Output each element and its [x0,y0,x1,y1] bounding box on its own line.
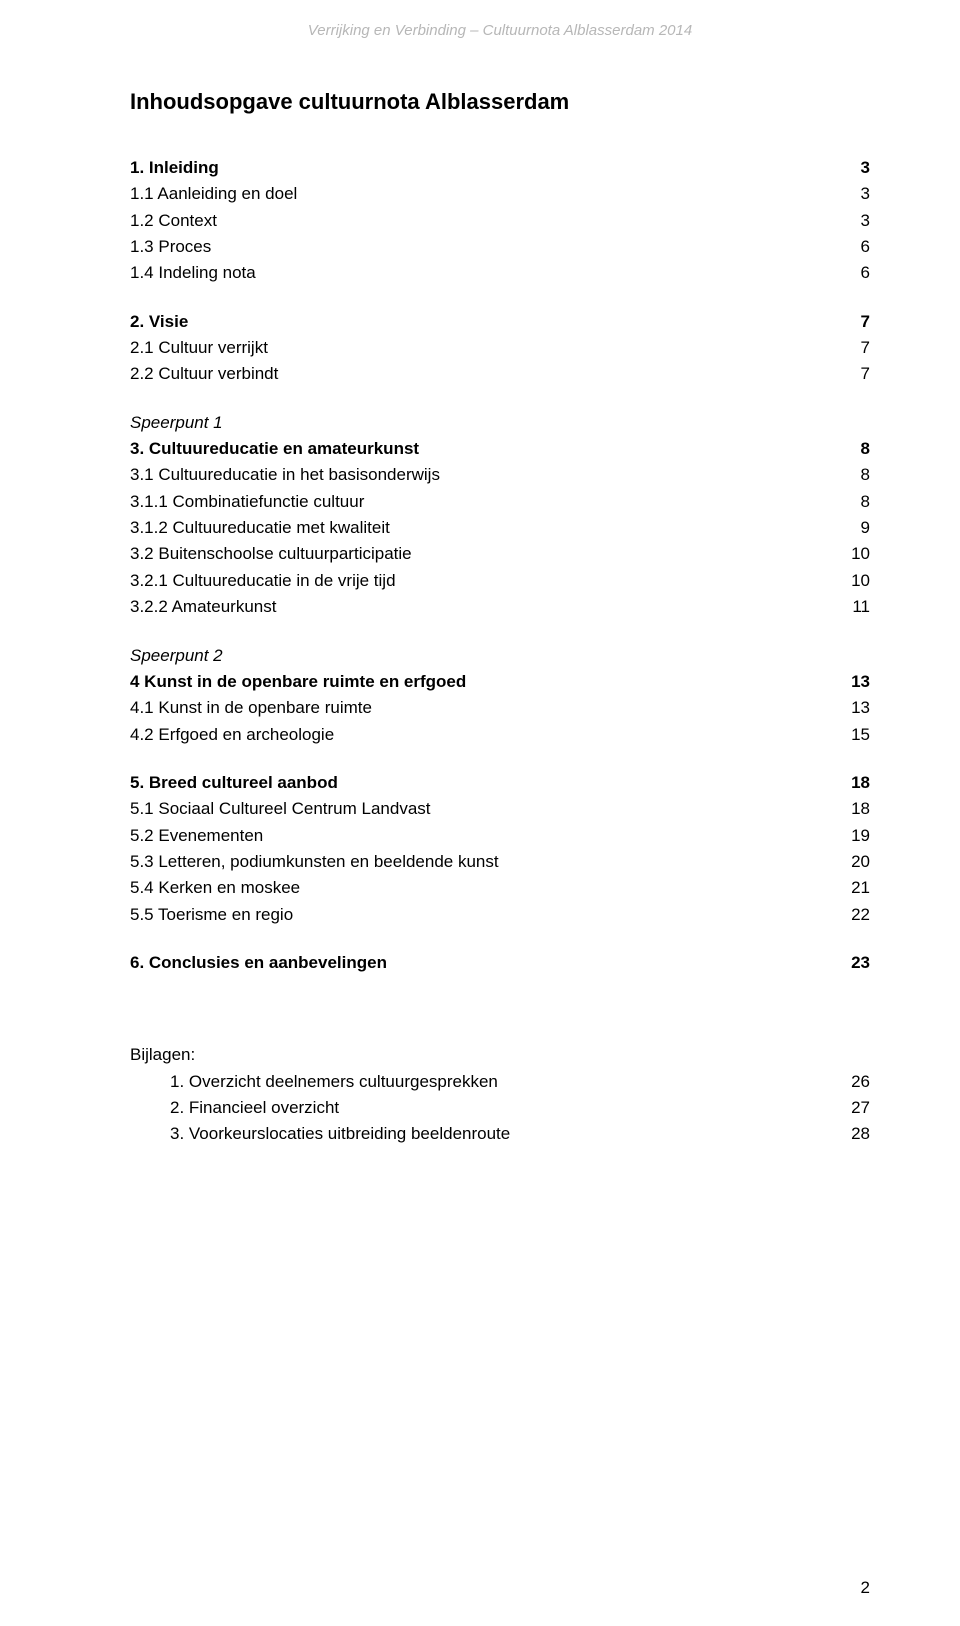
toc-row: 4.2 Erfgoed en archeologie 15 [130,722,870,748]
toc-page: 11 [830,594,870,620]
page-number: 2 [861,1578,870,1598]
toc-label: 3.1.1 Combinatiefunctie cultuur [130,489,364,515]
toc-speerpunt: Speerpunt 2 [130,643,870,669]
toc-row: 5.3 Letteren, podiumkunsten en beeldende… [130,849,870,875]
toc-label: 3. Voorkeurslocaties uitbreiding beelden… [130,1121,510,1147]
toc-row: 5.2 Evenementen 19 [130,823,870,849]
toc-row: 3.2 Buitenschoolse cultuurparticipatie 1… [130,541,870,567]
toc-page: 7 [830,335,870,361]
toc-label: 3.1 Cultuureducatie in het basisonderwij… [130,462,440,488]
toc-page: 6 [830,234,870,260]
toc-row: 6. Conclusies en aanbevelingen 23 [130,950,870,976]
toc-page: 8 [830,462,870,488]
toc-label: 6. Conclusies en aanbevelingen [130,950,387,976]
toc-page [830,410,870,436]
toc-page: 28 [830,1121,870,1147]
toc-label: 5.5 Toerisme en regio [130,902,293,928]
toc-page [830,643,870,669]
toc-row: 2.2 Cultuur verbindt 7 [130,361,870,387]
toc-label: 2. Visie [130,309,188,335]
toc-page: 27 [830,1095,870,1121]
toc-page: 3 [830,181,870,207]
toc-page: 8 [830,436,870,462]
toc-page: 13 [830,669,870,695]
toc-label: 5.4 Kerken en moskee [130,875,300,901]
toc-label: 3.2 Buitenschoolse cultuurparticipatie [130,541,412,567]
toc-label: 1.2 Context [130,208,217,234]
toc-speerpunt: Speerpunt 1 [130,410,870,436]
toc-row: 2. Financieel overzicht 27 [130,1095,870,1121]
toc-row: 1.4 Indeling nota 6 [130,260,870,286]
toc-row: 3.2.2 Amateurkunst 11 [130,594,870,620]
toc-row: 2. Visie 7 [130,309,870,335]
toc-page: 7 [830,361,870,387]
toc-page: 26 [830,1069,870,1095]
toc-label: 1.3 Proces [130,234,211,260]
toc-label: 1.1 Aanleiding en doel [130,181,297,207]
toc-label: 5.3 Letteren, podiumkunsten en beeldende… [130,849,499,875]
toc-page: 3 [830,155,870,181]
toc-row: 3.2.1 Cultuureducatie in de vrije tijd 1… [130,568,870,594]
toc-label: 4 Kunst in de openbare ruimte en erfgoed [130,669,466,695]
toc-label: 2.1 Cultuur verrijkt [130,335,268,361]
toc-page: 18 [830,770,870,796]
toc-label: 3. Cultuureducatie en amateurkunst [130,436,419,462]
toc-label: Bijlagen: [130,1042,195,1068]
bijlagen-heading: Bijlagen: [130,1042,870,1068]
toc-page: 9 [830,515,870,541]
toc-row: 2.1 Cultuur verrijkt 7 [130,335,870,361]
toc-label: Speerpunt 1 [130,410,223,436]
toc-label: 5. Breed cultureel aanbod [130,770,338,796]
toc-row: 5.1 Sociaal Cultureel Centrum Landvast 1… [130,796,870,822]
toc-page: 22 [830,902,870,928]
document-page: Verrijking en Verbinding – Cultuurnota A… [0,0,960,1626]
toc-page: 6 [830,260,870,286]
toc-row: 3.1.2 Cultuureducatie met kwaliteit 9 [130,515,870,541]
toc-row: 1. Inleiding 3 [130,155,870,181]
page-title: Inhoudsopgave cultuurnota Alblasserdam [130,89,870,115]
toc-page: 10 [830,541,870,567]
toc-page: 7 [830,309,870,335]
toc-label: 4.2 Erfgoed en archeologie [130,722,334,748]
toc-label: 2. Financieel overzicht [130,1095,339,1121]
toc-page: 13 [830,695,870,721]
toc-row: 5. Breed cultureel aanbod 18 [130,770,870,796]
toc-row: 4.1 Kunst in de openbare ruimte 13 [130,695,870,721]
toc-page: 8 [830,489,870,515]
toc-row: 3.1 Cultuureducatie in het basisonderwij… [130,462,870,488]
toc-row: 1.2 Context 3 [130,208,870,234]
toc-page: 21 [830,875,870,901]
toc-page: 10 [830,568,870,594]
toc-page: 3 [830,208,870,234]
toc-label: 1. Inleiding [130,155,219,181]
toc-label: 3.2.1 Cultuureducatie in de vrije tijd [130,568,396,594]
toc-page [830,1042,870,1068]
toc-row: 3. Voorkeurslocaties uitbreiding beelden… [130,1121,870,1147]
toc-row: 3. Cultuureducatie en amateurkunst 8 [130,436,870,462]
toc-label: Speerpunt 2 [130,643,223,669]
toc-row: 1. Overzicht deelnemers cultuurgesprekke… [130,1069,870,1095]
toc-row: 5.4 Kerken en moskee 21 [130,875,870,901]
toc-row: 5.5 Toerisme en regio 22 [130,902,870,928]
toc-row: 3.1.1 Combinatiefunctie cultuur 8 [130,489,870,515]
toc-row: 1.1 Aanleiding en doel 3 [130,181,870,207]
toc-label: 5.2 Evenementen [130,823,263,849]
toc-label: 3.1.2 Cultuureducatie met kwaliteit [130,515,390,541]
toc-page: 19 [830,823,870,849]
toc-label: 5.1 Sociaal Cultureel Centrum Landvast [130,796,431,822]
toc-page: 23 [830,950,870,976]
toc-label: 1. Overzicht deelnemers cultuurgesprekke… [130,1069,498,1095]
toc-row: 1.3 Proces 6 [130,234,870,260]
toc-page: 20 [830,849,870,875]
running-head: Verrijking en Verbinding – Cultuurnota A… [130,22,870,39]
toc-label: 1.4 Indeling nota [130,260,256,286]
toc-page: 15 [830,722,870,748]
toc-label: 3.2.2 Amateurkunst [130,594,276,620]
toc-row: 4 Kunst in de openbare ruimte en erfgoed… [130,669,870,695]
toc-page: 18 [830,796,870,822]
toc-label: 4.1 Kunst in de openbare ruimte [130,695,372,721]
toc-label: 2.2 Cultuur verbindt [130,361,278,387]
